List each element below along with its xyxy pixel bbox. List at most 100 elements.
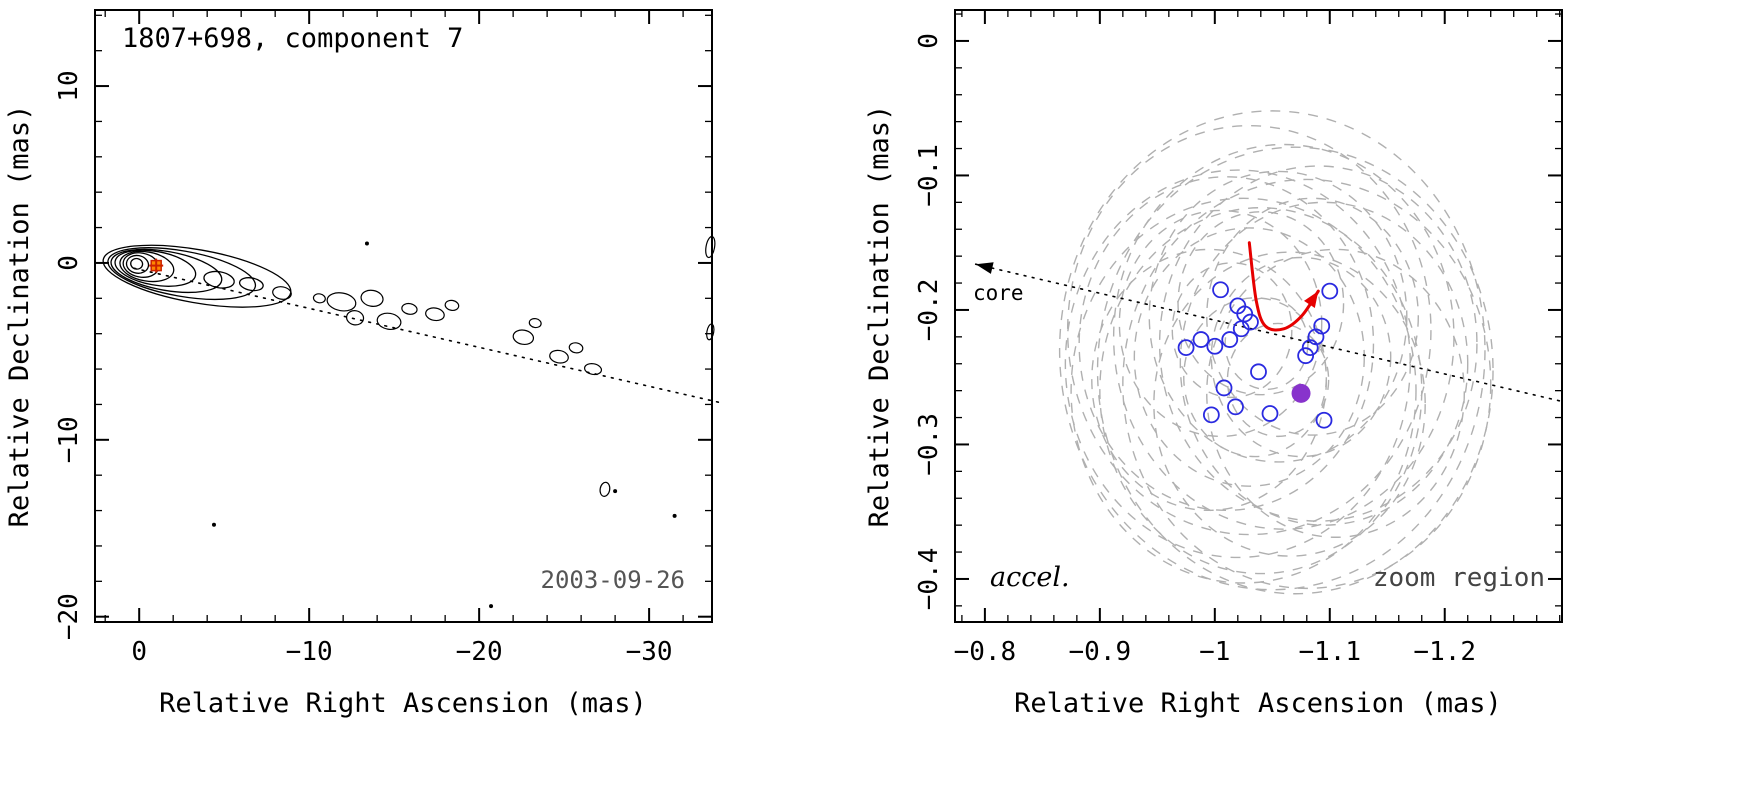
blob-contour: [326, 292, 357, 312]
data-point-circle: [1261, 405, 1279, 422]
contour-line: [107, 247, 257, 301]
observation-date-label: 2003-09-26: [541, 566, 686, 594]
error-ellipse: [1158, 165, 1478, 522]
error-ellipse: [1122, 178, 1492, 590]
error-ellipse: [1206, 248, 1465, 538]
data-point-circle: [1301, 339, 1319, 357]
noise-dot: [489, 604, 494, 609]
component-positions-group: [1177, 281, 1339, 429]
y-tick-label: 0: [54, 255, 84, 271]
blob-contour: [528, 317, 542, 329]
x-tick-label: −20: [456, 637, 503, 667]
error-ellipse: [1070, 197, 1417, 584]
error-ellipse: [1096, 146, 1494, 595]
noise-dot: [672, 513, 677, 518]
blob-contour: [312, 293, 326, 304]
data-point-circle: [1206, 337, 1224, 355]
noise-dot: [364, 241, 369, 246]
x-tick-label: −0.9: [1069, 637, 1132, 667]
jet-blob-contours: [272, 235, 716, 497]
blob-contour: [272, 286, 292, 300]
data-point-circle: [1212, 281, 1229, 299]
error-ellipse: [1066, 124, 1432, 536]
left-yaxis-title: Relative Declination (mas): [4, 105, 35, 528]
data-point-circle: [1250, 363, 1267, 381]
data-point-circle: [1227, 398, 1244, 416]
x-tick-label: −10: [286, 637, 333, 667]
y-tick-label: −0.4: [914, 548, 944, 611]
blob-contour: [549, 349, 569, 364]
axes-box: [954, 9, 1563, 623]
error-ellipse: [1153, 251, 1426, 557]
highlighted-point: [1291, 383, 1311, 403]
contour-line: [114, 249, 197, 287]
contour-line: [110, 248, 223, 294]
blob-contour: [444, 299, 460, 312]
x-tick-label: −0.8: [954, 637, 1017, 667]
data-point-circle: [1315, 411, 1333, 429]
x-tick-label: −1: [1199, 637, 1230, 667]
contour-line: [119, 250, 175, 283]
error-ellipse: [1183, 297, 1328, 458]
x-tick-label: −1.2: [1413, 637, 1476, 667]
core-jet-contours: [102, 244, 292, 308]
blob-contour: [345, 310, 365, 326]
error-ellipse: [1118, 209, 1323, 438]
blob-contour: [599, 481, 611, 497]
data-point-circle: [1177, 339, 1195, 357]
core-direction-arrowhead: [975, 262, 994, 274]
data-point-circle: [1202, 406, 1220, 424]
y-tick-label: −0.3: [914, 413, 944, 476]
acceleration-arrow-curve: [1247, 241, 1320, 332]
jet-trajectory-dotted-line: [133, 267, 722, 404]
axes-box: [94, 9, 713, 623]
noise-dot: [613, 489, 618, 494]
error-ellipse: [1206, 197, 1419, 436]
blob-contour: [512, 329, 535, 346]
data-point-circle: [1221, 331, 1239, 348]
left-contour-panel: 0 −10 −20 −30 10 0 −10 −20 1807+698, component …: [4, 9, 722, 719]
blob-contour: [360, 289, 384, 307]
error-ellipse: [1148, 170, 1408, 463]
error-ellipse: [1171, 262, 1293, 399]
error-ellipse: [1099, 207, 1423, 575]
contour-line: [238, 277, 264, 292]
data-point-circle: [1192, 331, 1210, 348]
error-ellipse: [1091, 248, 1328, 512]
core-direction-label: core: [973, 281, 1024, 305]
data-point-circle: [1215, 379, 1233, 397]
core-direction-dotted-line: [974, 263, 1563, 403]
noise-dot: [211, 522, 216, 527]
zoom-region-label: zoom region: [1373, 563, 1545, 593]
left-panel-plot-area: 0 −10 −20 −30 10 0 −10 −20: [54, 9, 722, 667]
y-tick-label: −0.2: [914, 279, 944, 342]
y-tick-label: 0: [914, 33, 944, 49]
contour-line: [130, 257, 144, 270]
error-ellipse: [1177, 211, 1345, 396]
right-zoom-panel: −0.8 −0.9 −1 −1.1 −1.2 0 −0.1 −0.2 −0.3 −0.4 core…: [864, 9, 1563, 719]
y-tick-label: 10: [54, 70, 84, 101]
right-xaxis-title: Relative Right Ascension (mas): [1014, 688, 1502, 719]
data-point-circle: [1321, 282, 1339, 300]
blob-contour: [705, 235, 716, 259]
blob-contour: [425, 307, 445, 322]
error-ellipse: [1179, 201, 1469, 526]
blob-contour: [583, 363, 603, 376]
y-tick-label: −20: [54, 593, 84, 640]
x-tick-label: −30: [626, 637, 673, 667]
blob-contour: [401, 302, 418, 315]
data-point-circle: [1313, 317, 1331, 335]
blob-contour: [568, 342, 584, 354]
error-ellipse: [1058, 110, 1486, 591]
blob-contour: [376, 312, 402, 331]
y-tick-label: −10: [54, 416, 84, 463]
x-tick-label: 0: [131, 637, 147, 667]
accel-annotation-label: accel.: [990, 562, 1070, 593]
data-point-circle: [1232, 320, 1250, 338]
error-ellipse: [1224, 297, 1309, 391]
error-ellipse: [1064, 169, 1411, 559]
left-panel-title: 1807+698, component 7: [122, 23, 463, 54]
error-ellipse: [1133, 227, 1365, 487]
